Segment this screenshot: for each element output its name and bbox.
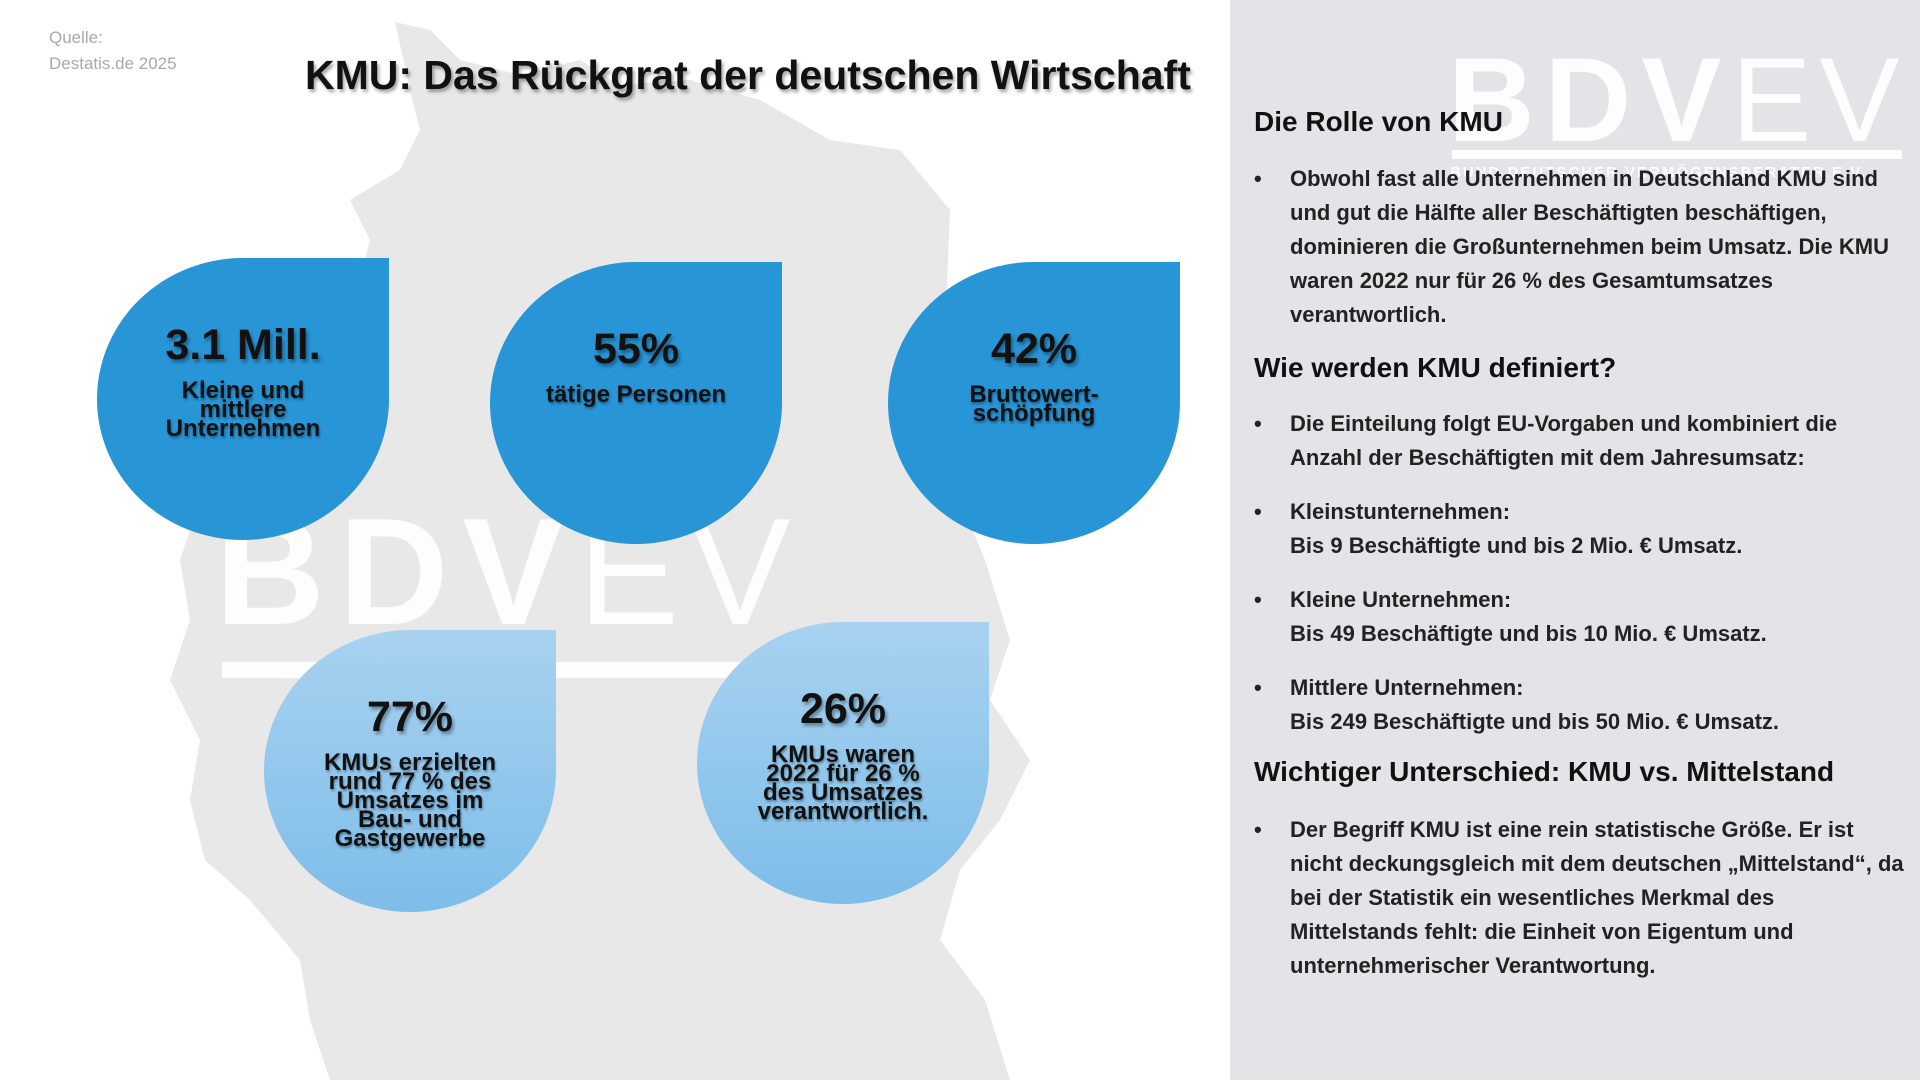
stat-drop-companies: 3.1 Mill. Kleine und mittlere Unternehme… xyxy=(97,258,389,540)
logo-underline xyxy=(1452,150,1902,159)
stat-label: tätige Personen xyxy=(545,381,727,408)
stat-drop-employees: 55% tätige Personen xyxy=(490,262,782,544)
infographic-area: BDVEV Quelle: Destatis.de 2025 KMU: Das … xyxy=(49,22,1191,1080)
stat-value: 42% xyxy=(990,325,1078,373)
bullet-eu-criteria: • Die Einteilung folgt EU-Vorgaben und k… xyxy=(1254,407,1904,475)
stat-label: KMUs waren 2022 für 26 % des Umsatzes ve… xyxy=(757,741,929,825)
bullet-detail: Bis 49 Beschäftigte und bis 10 Mio. € Um… xyxy=(1290,621,1767,646)
bullet-dot: • xyxy=(1254,411,1262,436)
info-sidebar: BDVEV BUND DEUTSCHER VERMÖGENSBERATER E.… xyxy=(1230,0,1920,1080)
stat-value: 3.1 Mill. xyxy=(165,321,321,369)
bullet-title: Kleine Unternehmen: xyxy=(1290,587,1512,612)
stat-value: 55% xyxy=(592,325,680,373)
stat-label: Kleine und mittlere Unternehmen xyxy=(165,377,321,442)
heading-kmu-definition: Wie werden KMU definiert? xyxy=(1254,352,1617,383)
bullet-detail: Bis 249 Beschäftigte und bis 50 Mio. € U… xyxy=(1290,709,1780,734)
stat-drop-total-revenue: 26% KMUs waren 2022 für 26 % des Umsatze… xyxy=(697,622,989,904)
bullet-small-enterprises: • Kleine Unternehmen: Bis 49 Beschäftigt… xyxy=(1254,583,1904,651)
source-note: Quelle: Destatis.de 2025 xyxy=(49,25,177,77)
bullet-micro-enterprises: • Kleinstunternehmen: Bis 9 Beschäftigte… xyxy=(1254,495,1904,563)
bullet-text: Obwohl fast alle Unternehmen in Deutschl… xyxy=(1290,166,1889,327)
stat-label: KMUs erzielten rund 77 % des Umsatzes im… xyxy=(323,749,497,852)
stat-drop-value-added: 42% Bruttowert-schöpfung xyxy=(888,262,1180,544)
logo-subtitle: BUND DEUTSCHER VERMÖGENSBERATER E.V. xyxy=(1450,164,1868,181)
bullet-dot: • xyxy=(1254,675,1262,700)
bdvev-logo-watermark: BDVEV xyxy=(1448,33,1908,167)
stat-value: 77% xyxy=(366,693,454,741)
bullet-title: Mittlere Unternehmen: xyxy=(1290,675,1524,700)
bullet-dot: • xyxy=(1254,499,1262,524)
source-value: Destatis.de 2025 xyxy=(49,54,177,73)
bullet-text: Die Einteilung folgt EU-Vorgaben und kom… xyxy=(1290,411,1838,470)
bullet-detail: Bis 9 Beschäftigte und bis 2 Mio. € Umsa… xyxy=(1290,533,1743,558)
heading-kmu-vs-mittelstand: Wichtiger Unterschied: KMU vs. Mittelsta… xyxy=(1254,756,1835,787)
stat-label: Bruttowert-schöpfung xyxy=(969,381,1099,427)
page-title: KMU: Das Rückgrat der deutschen Wirtscha… xyxy=(305,52,1191,98)
source-label: Quelle: xyxy=(49,28,103,47)
bullet-dot: • xyxy=(1254,166,1262,191)
bullet-dot: • xyxy=(1254,817,1262,842)
bullet-text: Der Begriff KMU ist eine rein statistisc… xyxy=(1290,817,1904,978)
bullet-mittelstand-difference: • Der Begriff KMU ist eine rein statisti… xyxy=(1254,813,1904,983)
bullet-medium-enterprises: • Mittlere Unternehmen: Bis 249 Beschäft… xyxy=(1254,671,1904,739)
bullet-role-of-kmu: • Obwohl fast alle Unternehmen in Deutsc… xyxy=(1254,162,1904,332)
heading-role-of-kmu: Die Rolle von KMU xyxy=(1254,106,1503,137)
stat-drop-construction-revenue: 77% KMUs erzielten rund 77 % des Umsatze… xyxy=(264,630,556,912)
bullet-dot: • xyxy=(1254,587,1262,612)
bdvev-watermark: BDVEV xyxy=(215,487,801,657)
stat-value: 26% xyxy=(799,685,887,733)
bullet-title: Kleinstunternehmen: xyxy=(1290,499,1511,524)
